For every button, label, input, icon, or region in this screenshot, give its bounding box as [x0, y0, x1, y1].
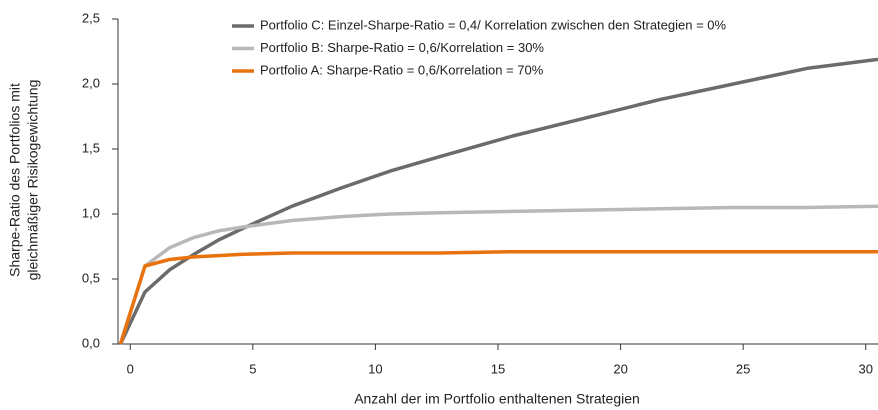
y-tick-label: 1,5	[82, 140, 100, 155]
series-line	[118, 57, 878, 345]
x-tick-label: 10	[368, 361, 382, 376]
x-axis-title: Anzahl der im Portfolio enthaltenen Stra…	[354, 391, 640, 407]
series-line	[118, 204, 878, 345]
legend-label: Portfolio C: Einzel-Sharpe-Ratio = 0,4/ …	[260, 17, 727, 32]
legend-label: Portfolio B: Sharpe-Ratio = 0,6/Korrelat…	[260, 40, 544, 55]
x-tick-label: 15	[491, 361, 505, 376]
y-axis-title: gleichmäßiger Risikogewichtung	[25, 80, 41, 281]
y-tick-label: 0,0	[82, 335, 100, 350]
y-tick-label: 2,0	[82, 75, 100, 90]
y-tick-label: 1,0	[82, 205, 100, 220]
x-tick-label: 20	[613, 361, 627, 376]
y-tick-label: 2,5	[82, 10, 100, 25]
legend-label: Portfolio A: Sharpe-Ratio = 0,6/Korrelat…	[260, 62, 544, 77]
x-tick-label: 25	[736, 361, 750, 376]
y-tick-label: 0,5	[82, 270, 100, 285]
series-line	[118, 249, 878, 345]
x-tick-label: 0	[127, 361, 134, 376]
x-tick-label: 5	[249, 361, 256, 376]
x-tick-label: 30	[859, 361, 873, 376]
y-axis-title: Sharpe-Ratio des Portfolios mit	[7, 83, 23, 277]
